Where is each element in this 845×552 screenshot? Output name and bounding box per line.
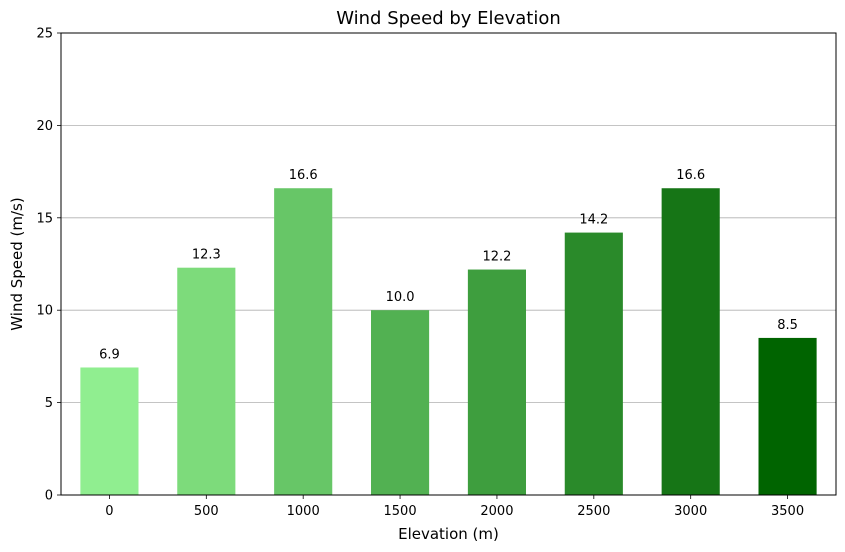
x-tick-label: 1500 [384, 504, 417, 519]
x-tick-label: 3500 [771, 504, 804, 519]
bar [564, 232, 623, 496]
bar-value-label: 16.6 [289, 168, 318, 183]
y-tick-label: 0 [45, 489, 53, 504]
x-tick-label: 1000 [287, 504, 320, 519]
bar-value-label: 8.5 [777, 318, 798, 333]
bar-value-label: 16.6 [676, 168, 705, 183]
bar [274, 188, 333, 495]
y-tick-label: 20 [36, 119, 53, 134]
y-tick-label: 15 [36, 211, 53, 226]
x-tick-label: 2500 [577, 504, 610, 519]
bar-value-label: 12.3 [192, 248, 221, 263]
x-tick-label: 500 [194, 504, 219, 519]
x-tick-label: 3000 [674, 504, 707, 519]
y-tick-label: 5 [45, 396, 53, 411]
chart-title: Wind Speed by Elevation [336, 8, 561, 29]
x-axis-ticks: 0 500 1000 1500 2000 2500 3000 3500 [105, 495, 804, 519]
bar [758, 337, 817, 495]
y-axis-ticks: 0 5 10 15 20 25 [36, 27, 61, 504]
y-axis-label: Wind Speed (m/s) [8, 197, 26, 330]
bar-value-labels: 6.9 12.3 16.6 10.0 12.2 14.2 16.6 8.5 [99, 168, 798, 362]
bar-value-label: 14.2 [579, 213, 608, 228]
bar [371, 310, 430, 495]
bar-value-label: 6.9 [99, 347, 120, 362]
bars [80, 188, 817, 496]
x-axis-label: Elevation (m) [398, 525, 499, 543]
bar-value-label: 10.0 [386, 290, 415, 305]
x-tick-label: 0 [105, 504, 113, 519]
x-tick-label: 2000 [480, 504, 513, 519]
bar [80, 367, 139, 495]
bar [177, 267, 236, 495]
y-tick-label: 25 [36, 27, 53, 42]
bar-value-label: 12.2 [482, 250, 511, 265]
y-tick-label: 10 [36, 304, 53, 319]
plot-frame [60, 32, 837, 496]
bar [661, 188, 720, 495]
bar [467, 269, 526, 495]
